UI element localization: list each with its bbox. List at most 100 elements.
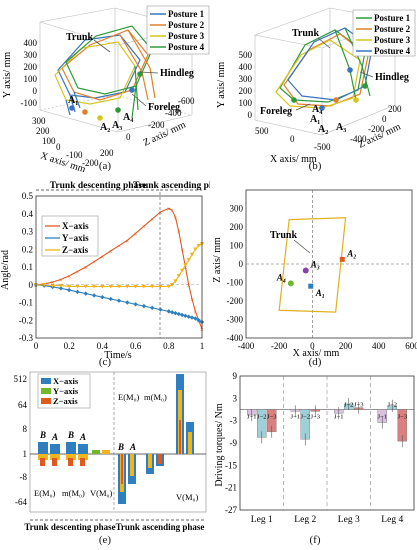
x-tick: 0 bbox=[34, 341, 39, 351]
phase-label: Trunk ascending phase bbox=[116, 522, 205, 532]
caption-e: (e) bbox=[98, 534, 112, 546]
point-label: A₁ bbox=[315, 288, 325, 298]
trunk-scatter-plot: 300 200 100 0 -100 -200 -300 -400-400 -200 0 200 40… bbox=[212, 189, 417, 359]
y-tick: 100 bbox=[24, 74, 38, 84]
y-tick: -300 bbox=[227, 315, 244, 325]
panel-a: Y axis/ mm X axis/ mm Z axis/ mm 400 300… bbox=[0, 0, 210, 172]
legend-item: X−axis bbox=[62, 221, 89, 231]
bar-label: A bbox=[79, 432, 86, 442]
y-axis-label: Driving torques/ Nm bbox=[214, 403, 225, 487]
x-tick: -500 bbox=[314, 142, 331, 152]
y-tick: -9 bbox=[230, 438, 238, 448]
data-point bbox=[125, 300, 130, 305]
y-tick: -0.3 bbox=[19, 333, 34, 343]
caption-b: (b) bbox=[308, 160, 322, 172]
x-tick: 200 bbox=[36, 126, 50, 136]
y-axis-label: Z axis/ mm bbox=[212, 237, 223, 283]
data-point bbox=[108, 284, 113, 289]
joint-label: J−3 bbox=[267, 414, 276, 421]
group-label: m(M₀) bbox=[62, 488, 85, 498]
data-point bbox=[108, 296, 113, 302]
x-tick: 0.6 bbox=[130, 341, 142, 351]
legend: X−axis Y−axis Z−axis bbox=[41, 215, 99, 257]
y-tick: 0 bbox=[33, 86, 38, 96]
y-tick: 200 bbox=[24, 62, 38, 72]
bar-label: B bbox=[67, 430, 74, 440]
panel-c: ××××××××××××××××××××××××××× 0.50.40.30.2… bbox=[0, 178, 210, 368]
data-point: × bbox=[193, 308, 197, 316]
group-label: V(M₀) bbox=[90, 488, 112, 498]
group-label: E(M₀) bbox=[34, 488, 56, 498]
data-point bbox=[116, 284, 122, 289]
data-point bbox=[287, 280, 294, 287]
y-tick: 512 bbox=[14, 374, 28, 384]
data-point: × bbox=[84, 264, 88, 272]
data-point bbox=[193, 247, 198, 252]
joint-label: J−1 bbox=[291, 414, 300, 421]
phase-label: Trunk descenting phase bbox=[50, 181, 146, 191]
y-axis-label: Y axis/ mm bbox=[216, 62, 227, 109]
y-tick: 200 bbox=[239, 86, 253, 96]
legend-item: X−axis bbox=[53, 376, 79, 386]
panel-f: 9 3 -3 -9 -15 -21 -27 Leg 1 Leg 2 Leg 3 Leg 4 J−1 J… bbox=[210, 370, 417, 550]
z-tick: 0 bbox=[382, 114, 387, 124]
data-point bbox=[183, 263, 188, 268]
data-point bbox=[158, 307, 163, 312]
x-tick: 0 bbox=[290, 134, 295, 144]
data-point bbox=[83, 284, 88, 289]
legend-item: Posture 2 bbox=[168, 20, 205, 30]
panel-b-plot: Y axis/ mm X axis/ mm Z axis/ mm 500 400… bbox=[216, 7, 416, 165]
data-point bbox=[173, 310, 178, 316]
y-tick: 0.4 bbox=[22, 209, 34, 219]
legend: X−axis Y−axis Z−axis bbox=[37, 373, 91, 409]
a4-label: A₄ bbox=[123, 112, 133, 123]
category-label: Leg 3 bbox=[338, 515, 360, 525]
y-tick: -15 bbox=[225, 460, 237, 470]
x-tick: 1 bbox=[200, 341, 205, 351]
data-point bbox=[58, 286, 64, 291]
bar-label: A bbox=[129, 442, 136, 452]
data-point bbox=[141, 284, 147, 289]
x-tick: 200 bbox=[339, 341, 353, 351]
legend-item: Posture 2 bbox=[374, 24, 411, 34]
log-bar-chart: 512 64 8 1 -8 -64 B A B bbox=[14, 371, 207, 532]
data-point bbox=[186, 258, 191, 262]
panel-d: 300 200 100 0 -100 -200 -300 -400 -400 -200 0 200 40… bbox=[210, 178, 417, 368]
data-point bbox=[133, 284, 138, 289]
x-tick: 300 bbox=[32, 116, 46, 126]
data-point bbox=[116, 298, 122, 303]
bar-label: B bbox=[39, 430, 46, 440]
data-point bbox=[141, 303, 147, 309]
data-point bbox=[193, 316, 198, 321]
data-point bbox=[173, 279, 178, 284]
data-point bbox=[179, 312, 185, 318]
y-tick: -100 bbox=[21, 98, 38, 108]
y-tick: -100 bbox=[227, 278, 244, 288]
legend: Posture 1 Posture 2 Posture 3 Posture 4 bbox=[352, 9, 416, 57]
x-axis-label: Time/s bbox=[104, 350, 132, 361]
y-tick: -8 bbox=[20, 472, 28, 482]
legend-item: Posture 4 bbox=[168, 42, 205, 52]
y-tick: -0.1 bbox=[19, 298, 33, 308]
data-point: × bbox=[125, 237, 129, 245]
data-point: × bbox=[170, 207, 174, 215]
y-tick: 300 bbox=[239, 74, 253, 84]
x-tick: 100 bbox=[42, 136, 56, 146]
data-point: × bbox=[100, 253, 104, 261]
foreleg-label: Foreleg bbox=[148, 102, 180, 113]
y-tick: 500 bbox=[239, 50, 253, 60]
joint-label: J−1 bbox=[378, 414, 387, 421]
y-tick: 9 bbox=[233, 371, 238, 381]
data-point bbox=[91, 284, 97, 289]
point-label: A₃ bbox=[310, 259, 320, 269]
data-point bbox=[100, 284, 105, 289]
z-tick: -400 bbox=[165, 108, 182, 118]
data-point bbox=[302, 267, 309, 274]
data-point bbox=[100, 294, 105, 300]
phase-label: Trunk ascending phase bbox=[133, 181, 210, 191]
z-tick: 200 bbox=[100, 148, 114, 158]
y-tick: 0.1 bbox=[22, 262, 33, 272]
foreleg-label: Foreleg bbox=[260, 106, 292, 117]
data-point: × bbox=[76, 268, 80, 276]
